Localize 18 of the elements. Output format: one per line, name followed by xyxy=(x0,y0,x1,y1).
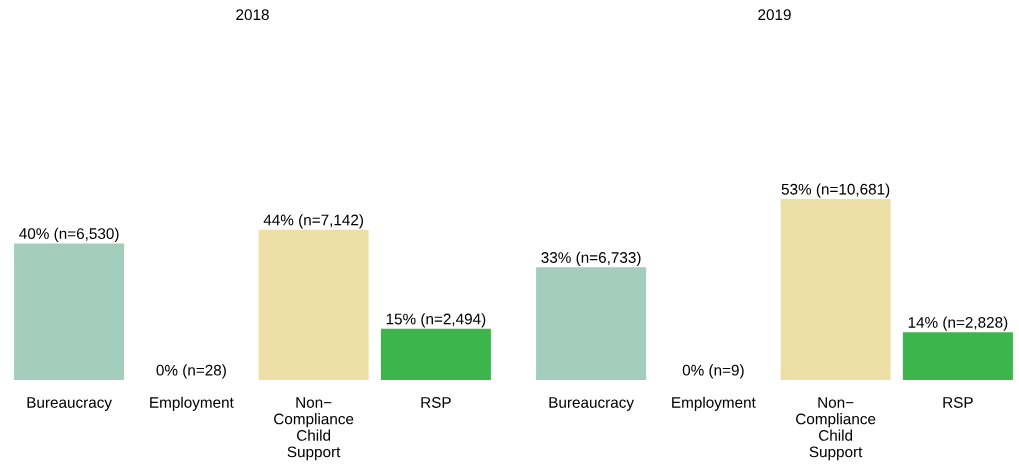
data-label: 40% (n=6,530) xyxy=(19,227,119,243)
x-tick-label: Non− Compliance Child Support xyxy=(796,397,876,461)
data-label: 33% (n=6,733) xyxy=(541,251,641,266)
data-label: 0% (n=28) xyxy=(156,364,226,379)
data-label: 14% (n=2,828) xyxy=(908,316,1008,331)
data-label: 0% (n=9) xyxy=(682,364,744,379)
x-tick-label: Bureaucracy xyxy=(27,397,112,411)
data-label: 53% (n=10,681) xyxy=(781,183,890,198)
data-label: 44% (n=7,142) xyxy=(263,214,363,229)
data-label: 15% (n=2,494) xyxy=(386,313,486,328)
x-tick-label: Bureaucracy xyxy=(549,397,634,411)
chart-title: 2018 xyxy=(236,9,269,21)
x-tick-label: Non− Compliance Child Support xyxy=(274,397,354,461)
x-tick-label: RSP xyxy=(943,397,973,408)
x-tick-label: Employment xyxy=(672,396,756,411)
x-tick-label: RSP xyxy=(421,397,451,408)
chart-title: 2019 xyxy=(758,9,791,21)
x-tick-label: Employment xyxy=(150,396,234,411)
